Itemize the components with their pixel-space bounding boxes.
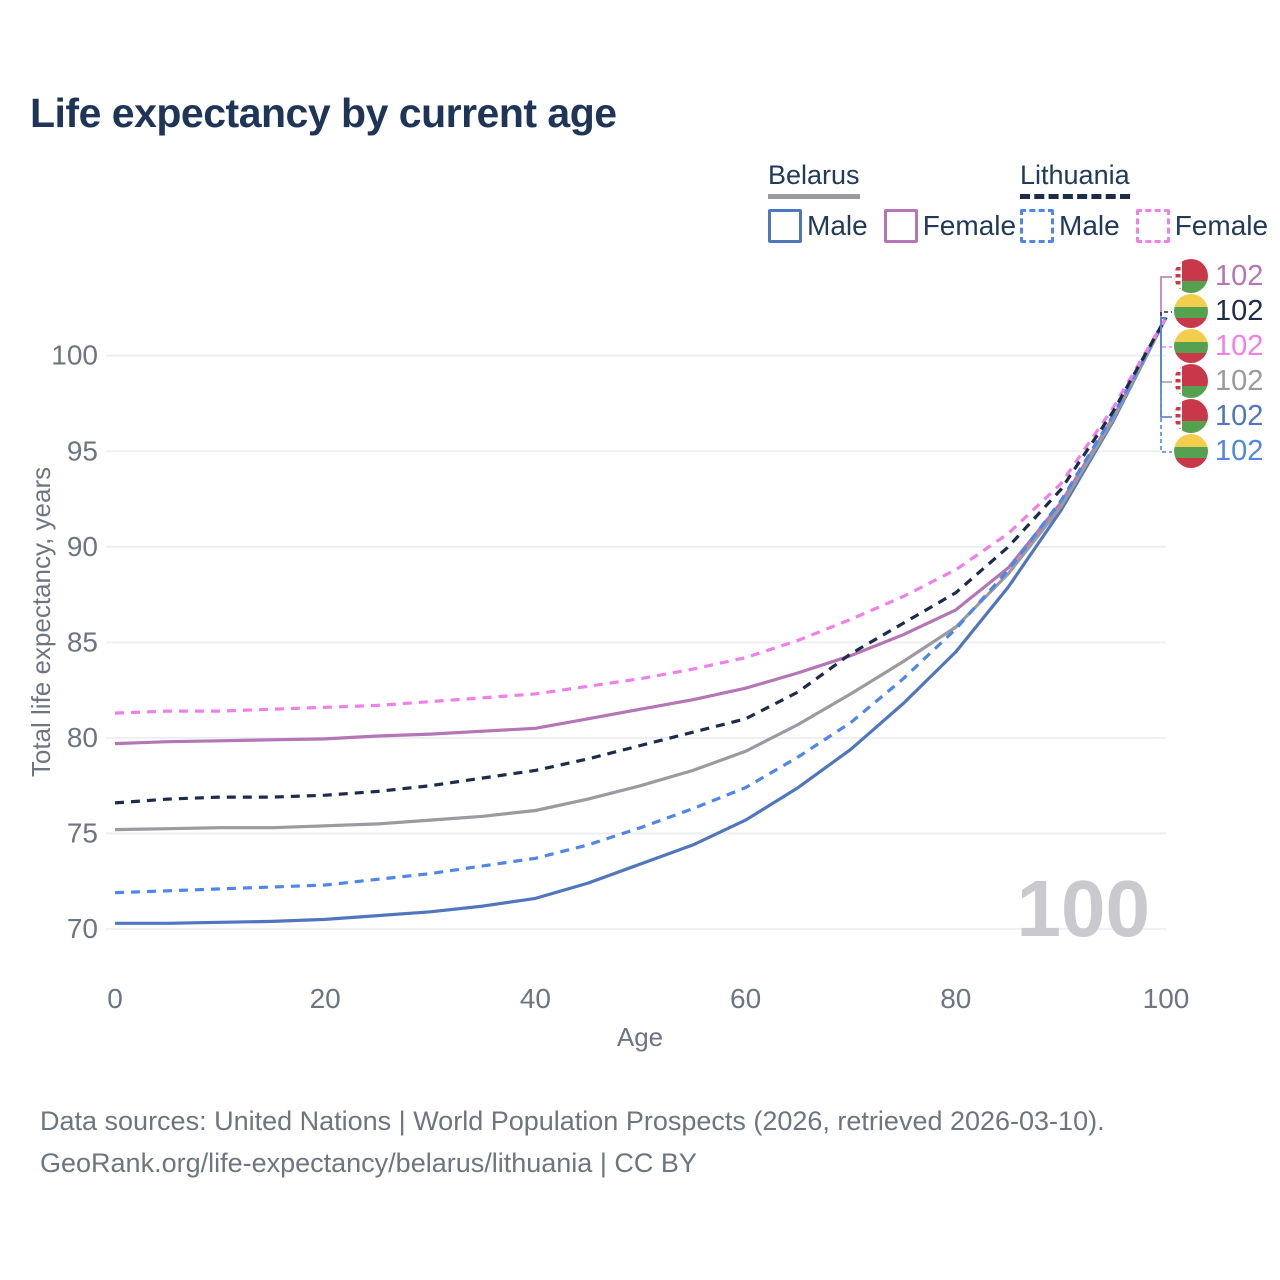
y-tick-label: 75 [67, 817, 98, 848]
series-lines [114, 316, 1168, 925]
legend-row-belarus: Male Female [768, 209, 1016, 243]
legend-row-lithuania: Male Female [1020, 209, 1268, 243]
footer-data-sources: Data sources: United Nations | World Pop… [40, 1106, 1105, 1136]
legend-item-label: Female [1174, 210, 1269, 241]
x-tick-label: 0 [107, 983, 123, 1014]
y-tick-label: 80 [67, 722, 98, 753]
series-line-lithuania-female[interactable] [114, 316, 1168, 715]
series-line-lithuania-male[interactable] [114, 316, 1168, 895]
series-line-belarus-male[interactable] [115, 316, 1168, 925]
axes: 70 75 80 85 90 95 100 0 20 40 60 80 100 Age Total life… [26, 340, 1189, 1052]
x-axis-title: Age [617, 1022, 663, 1052]
legend-item-label: Male [807, 210, 868, 241]
watermark: 100 [1017, 864, 1150, 953]
end-label-connector [1160, 311, 1172, 319]
legend-item-belarus-male[interactable]: Male [768, 209, 868, 243]
y-tick-label: 95 [67, 435, 98, 466]
lithuania-male-swatch-icon [1020, 209, 1054, 243]
x-tick-label: 100 [1143, 983, 1190, 1014]
series-line-belarus-female[interactable] [114, 316, 1168, 746]
series-line-belarus-both-sexes[interactable] [114, 316, 1168, 832]
y-tick-label: 90 [67, 531, 98, 562]
legend-country-belarus[interactable]: Belarus [768, 160, 860, 199]
footer-attribution: GeoRank.org/life-expectancy/belarus/lith… [40, 1148, 697, 1178]
belarus-female-swatch-icon [883, 209, 918, 243]
legend-country-lithuania[interactable]: Lithuania [1020, 160, 1130, 199]
legend-group-lithuania: Lithuania Male Female [1020, 160, 1268, 243]
lithuania-female-swatch-icon [1135, 209, 1170, 243]
y-tick-label: 85 [67, 626, 98, 657]
end-label-connector [1160, 317, 1172, 418]
end-label-connector [1160, 317, 1172, 453]
legend-group-belarus: Belarus Male Female [768, 160, 1016, 243]
end-label-connectors [1160, 276, 1172, 453]
series-line-lithuania-both-sexes[interactable] [114, 316, 1168, 805]
y-axis-title: Total life expectancy, years [26, 467, 56, 777]
age-counter-watermark: 100 [1017, 864, 1150, 953]
legend-item-belarus-female[interactable]: Female [883, 209, 1017, 243]
legend-item-lithuania-female[interactable]: Female [1135, 209, 1269, 243]
gridlines [106, 354, 1166, 930]
x-tick-label: 20 [310, 983, 341, 1014]
x-tick-label: 60 [730, 983, 761, 1014]
legend-item-label: Female [922, 210, 1017, 241]
x-tick-label: 40 [520, 983, 551, 1014]
y-tick-label: 70 [67, 913, 98, 944]
y-tick-label: 100 [51, 340, 98, 371]
legend-item-lithuania-male[interactable]: Male [1020, 209, 1120, 243]
page-title: Life expectancy by current age [30, 90, 617, 136]
x-tick-label: 80 [940, 983, 971, 1014]
legend-item-label: Male [1059, 210, 1120, 241]
end-label-connector [1160, 317, 1172, 383]
belarus-male-swatch-icon [768, 209, 802, 243]
